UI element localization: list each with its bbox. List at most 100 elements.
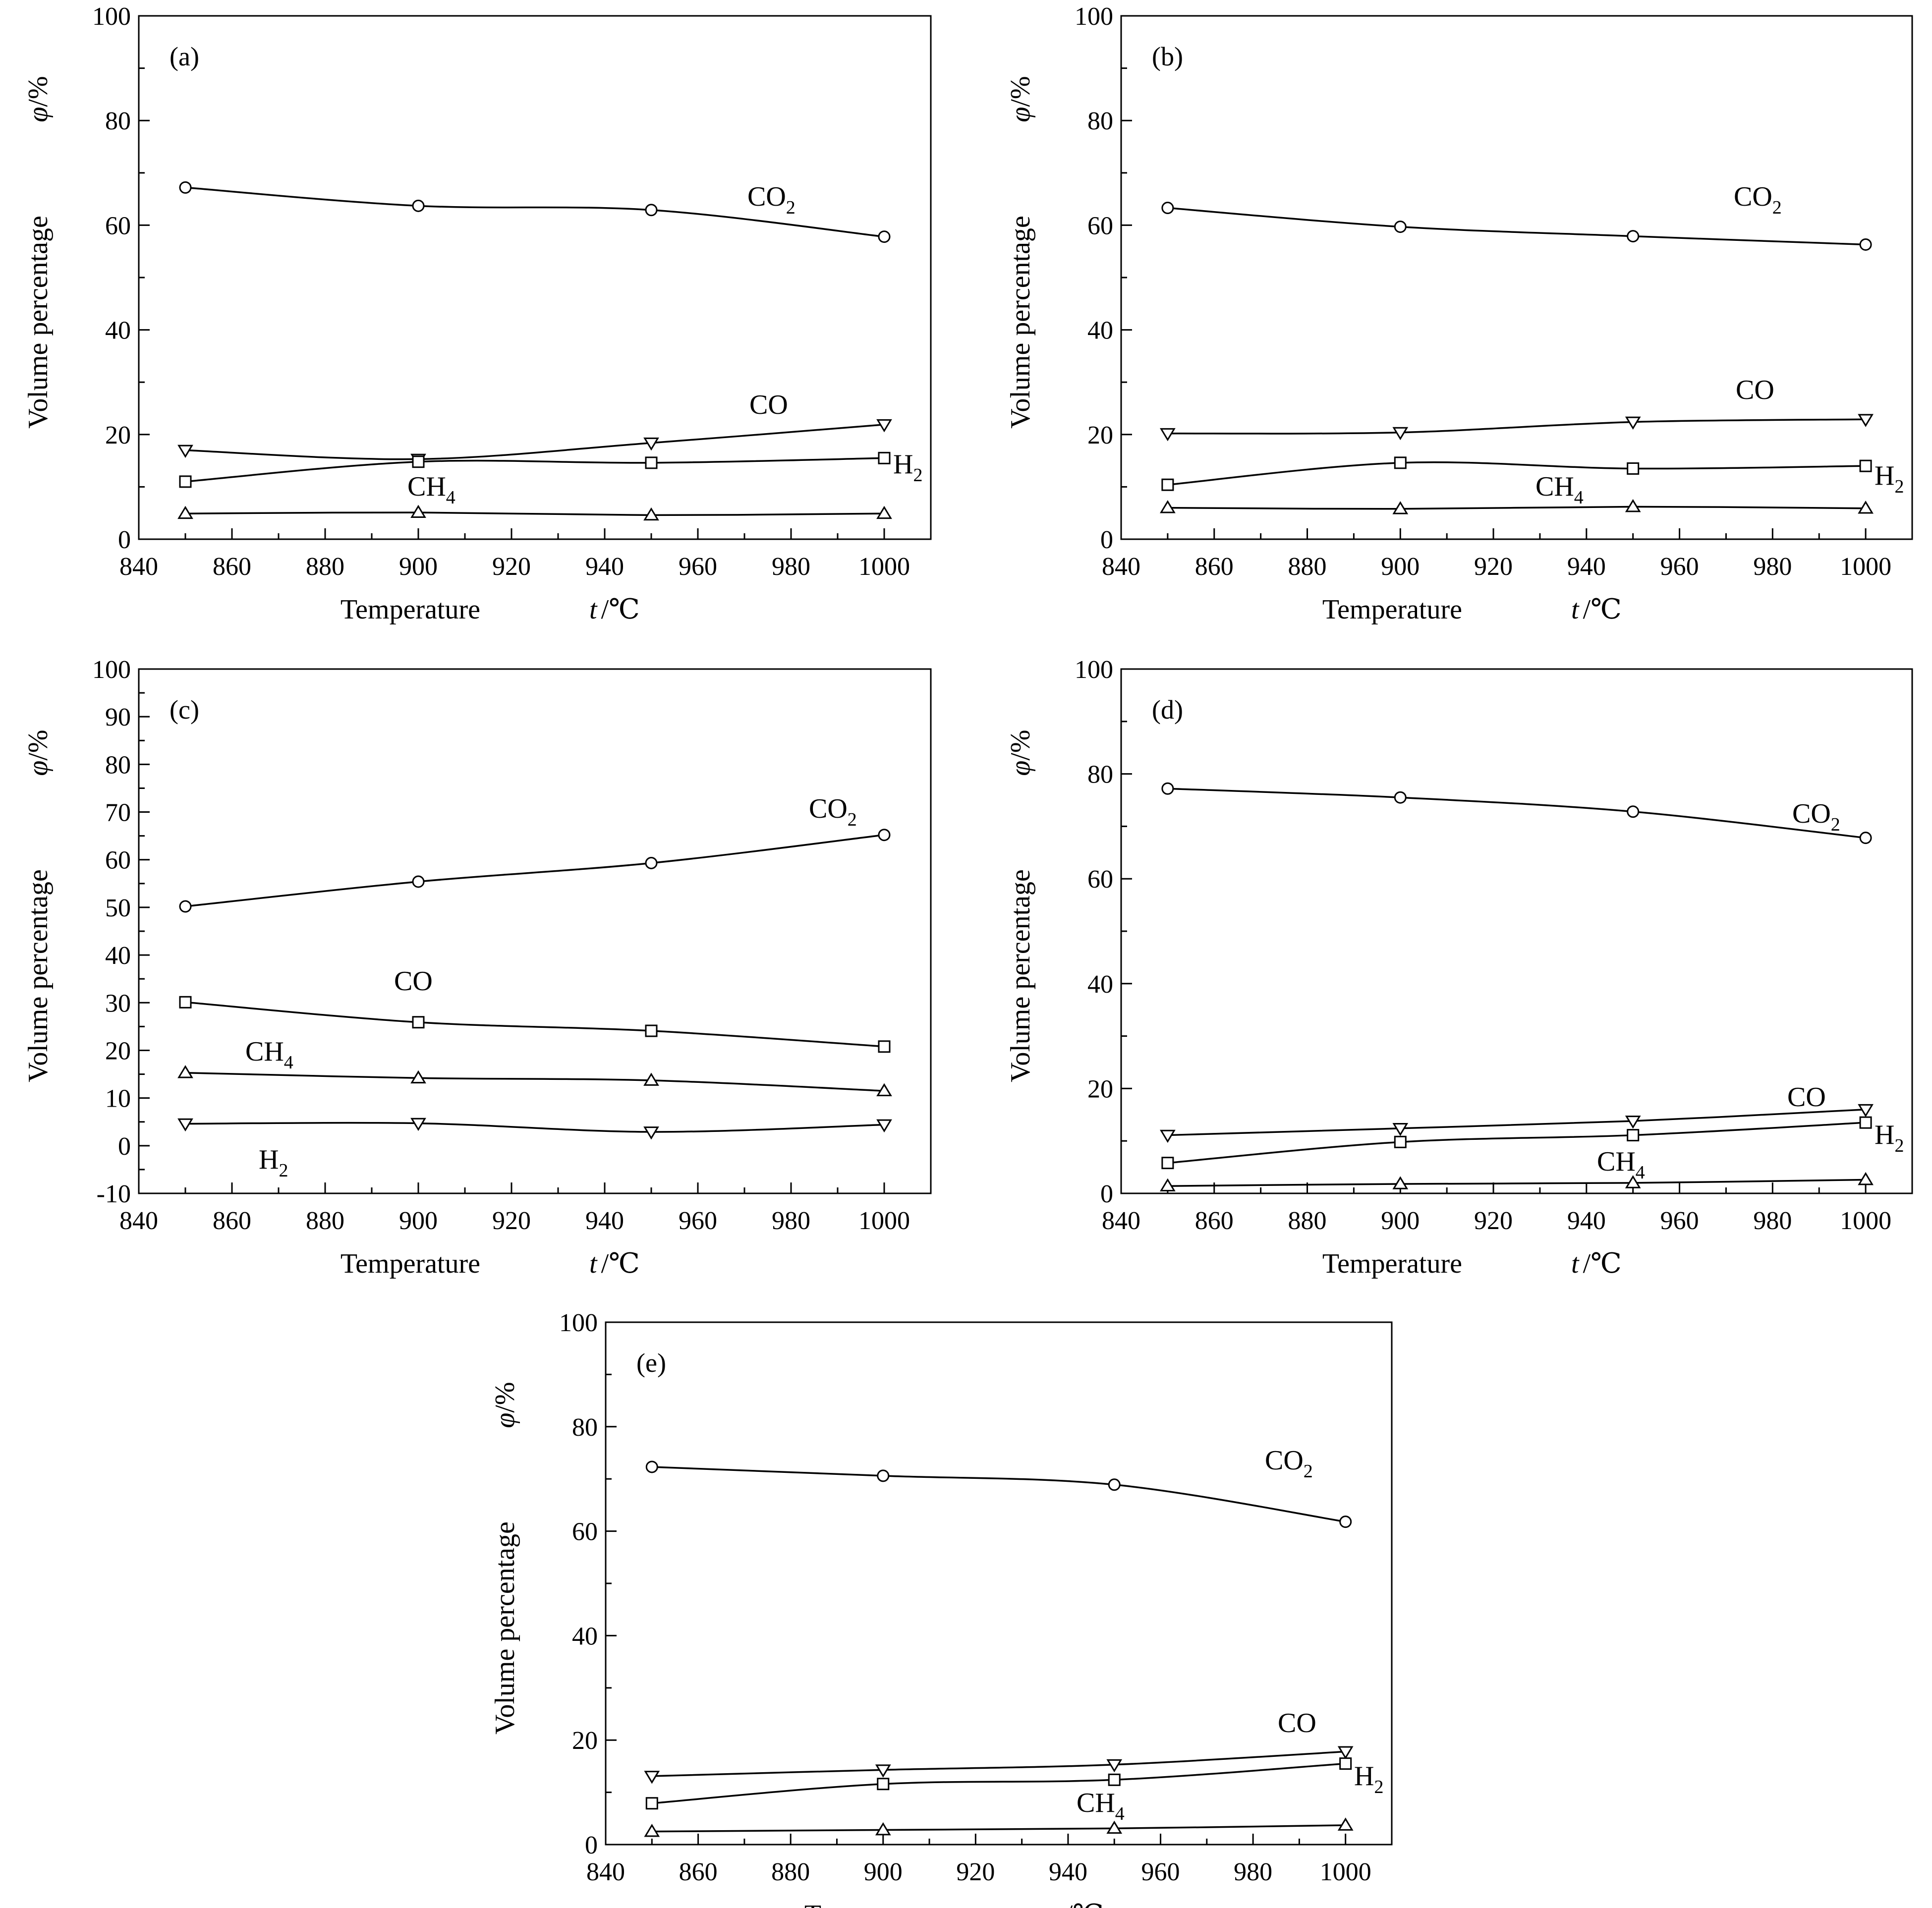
x-tick-label: 880 (1288, 553, 1327, 581)
plot-frame (1120, 15, 1913, 540)
x-axis-title: Temperature (1322, 594, 1462, 625)
y-tick-label: 80 (105, 107, 131, 135)
y-tick-label: 60 (105, 846, 131, 875)
data-point (1858, 501, 1874, 514)
data-point (412, 875, 425, 888)
series-line (1167, 418, 1866, 435)
series-label-main: H (259, 1144, 279, 1175)
data-point (876, 1083, 892, 1097)
data-point (1339, 1515, 1352, 1528)
chart-panel-3: 840 860 880 900 920 940 960 980 1000 -10 0 10 20 30 40… (23, 656, 932, 1279)
series-co: CO (177, 390, 892, 467)
series-label: H2 (1875, 1120, 1904, 1156)
y-tick-label: 0 (118, 526, 131, 554)
x-tick-label: 900 (1381, 1207, 1420, 1235)
data-point (876, 1119, 892, 1133)
data-point (645, 856, 658, 869)
x-tick-label: 860 (213, 553, 251, 581)
data-point (1108, 1773, 1121, 1786)
data-point (1161, 478, 1174, 491)
x-tick-label: 840 (119, 1207, 158, 1235)
y-axis-variable: φ (23, 761, 54, 776)
series-line (185, 511, 885, 516)
series-label-main: H (1875, 460, 1894, 491)
x-tick-label: 920 (492, 553, 531, 581)
data-point (878, 829, 891, 842)
y-tick-label: 90 (105, 703, 131, 731)
data-point (643, 437, 659, 451)
data-point (1106, 1820, 1123, 1834)
series-line (1167, 461, 1866, 486)
series-co: CO (644, 1708, 1354, 1784)
y-axis-unit-text: /% (490, 1382, 520, 1412)
y-tick-label: 40 (572, 1622, 598, 1650)
data-point (410, 1070, 426, 1084)
data-point (1627, 230, 1640, 243)
data-point (1625, 1116, 1641, 1129)
data-point (1858, 1104, 1874, 1118)
series-h2: H2 (177, 1118, 892, 1181)
y-tick-label: 80 (572, 1413, 598, 1442)
x-axis-unit: t/℃ (1571, 594, 1622, 625)
y-axis-variable: φ (1005, 761, 1036, 776)
data-point (1858, 1172, 1874, 1185)
data-point (1627, 1129, 1640, 1142)
y-axis-unit: φ/% (1005, 730, 1036, 776)
x-axis-unit-text: /℃ (601, 594, 640, 625)
data-point (177, 1065, 193, 1078)
y-axis-unit: φ/% (490, 1382, 520, 1428)
y-tick-label: 80 (1087, 107, 1113, 135)
x-tick-label: 840 (1102, 1207, 1140, 1235)
x-tick-label: 980 (772, 1207, 810, 1235)
series-label-main: CH (1077, 1788, 1115, 1818)
series-line (185, 186, 885, 238)
series-line (185, 1122, 885, 1133)
series-label: CO2 (809, 793, 857, 830)
series-label-subscript: 4 (446, 487, 455, 508)
x-axis-unit: t/℃ (589, 594, 640, 625)
data-point (179, 181, 192, 194)
y-tick-label: 100 (1075, 2, 1113, 31)
x-tick-label: 940 (585, 1207, 624, 1235)
x-tick-label: 880 (1288, 1207, 1327, 1235)
x-tick-label: 860 (679, 1858, 718, 1886)
y-axis-unit-text: /% (23, 730, 54, 760)
plot-frame (605, 1321, 1393, 1846)
series-ch4: CH4 (644, 1788, 1354, 1837)
y-tick-label: 10 (105, 1085, 131, 1113)
x-tick-label: 940 (1049, 1858, 1087, 1886)
series-line (185, 457, 885, 483)
series-label-subscript: 2 (848, 809, 857, 830)
x-tick-label: 1000 (858, 1207, 910, 1235)
y-tick-label: 40 (105, 942, 131, 970)
data-point (878, 451, 891, 464)
series-label: H2 (259, 1144, 288, 1181)
y-axis-unit: φ/% (1005, 76, 1036, 122)
x-tick-label: 960 (679, 553, 717, 581)
data-point (179, 996, 192, 1009)
x-tick-label: 980 (1753, 553, 1792, 581)
data-point (1160, 500, 1176, 513)
data-point (645, 456, 658, 469)
data-point (1160, 1178, 1176, 1192)
y-tick-label: 40 (1087, 970, 1113, 999)
y-tick-label: 20 (105, 421, 131, 449)
data-point (1392, 1122, 1409, 1136)
x-tick-label: 940 (1567, 1207, 1606, 1235)
series-line (1167, 1122, 1866, 1164)
series-label-main: CH (1535, 471, 1574, 502)
data-point (1106, 1759, 1123, 1773)
series-line (185, 1071, 885, 1092)
series-line (185, 1001, 885, 1048)
y-tick-label: 60 (105, 212, 131, 240)
series-h2: H2 (179, 449, 922, 488)
y-axis-variable: φ (1005, 107, 1036, 122)
series-label: H2 (1875, 460, 1904, 497)
series-line (652, 1824, 1346, 1833)
series-h2: H2 (1161, 1116, 1904, 1170)
series-label-main: CO (809, 793, 848, 824)
series-label: CH4 (1077, 1788, 1125, 1824)
y-tick-label: 100 (559, 1309, 598, 1337)
x-axis-unit-text: /℃ (1065, 1900, 1104, 1908)
data-point (1394, 791, 1407, 804)
